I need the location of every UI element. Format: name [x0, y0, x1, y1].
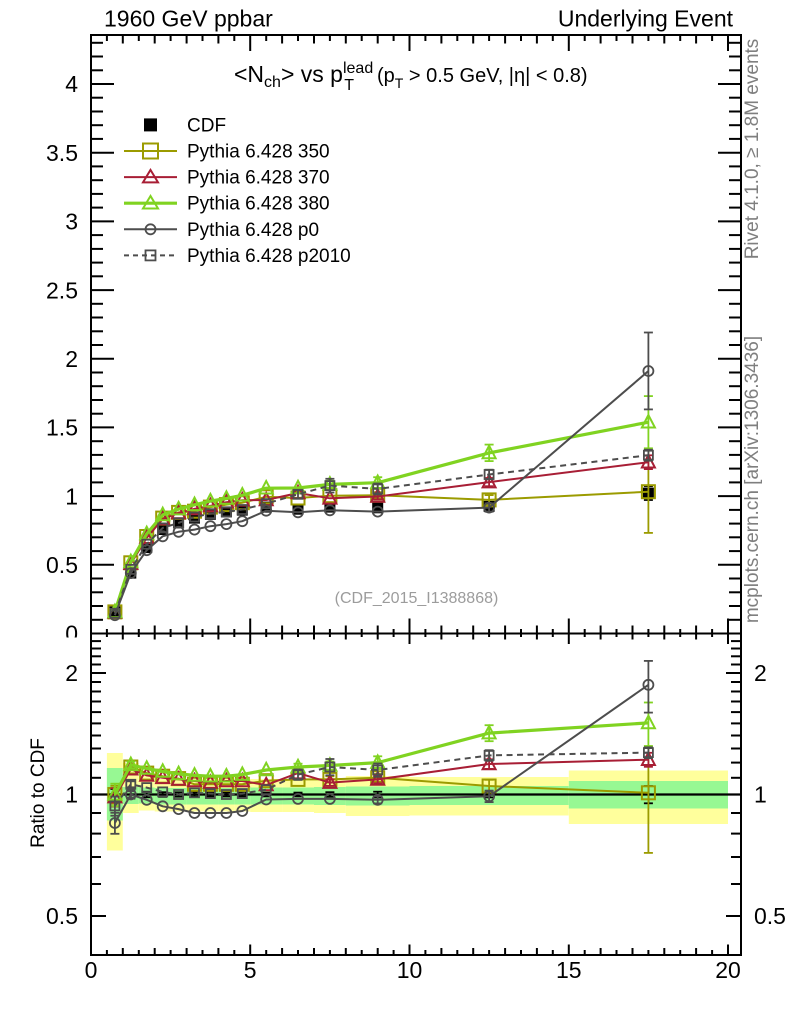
- svg-text:10: 10: [397, 957, 423, 983]
- svg-text:2: 2: [65, 346, 78, 372]
- svg-text:0.5: 0.5: [46, 552, 78, 578]
- svg-text:0.5: 0.5: [754, 903, 786, 929]
- svg-text:2.5: 2.5: [46, 277, 78, 303]
- svg-text:2: 2: [65, 660, 78, 686]
- svg-text:4: 4: [65, 71, 78, 97]
- svg-text:1: 1: [754, 782, 767, 808]
- svg-text:Pythia 6.428 p2010: Pythia 6.428 p2010: [187, 246, 351, 267]
- svg-text:Underlying Event: Underlying Event: [558, 6, 734, 32]
- svg-text:1: 1: [65, 483, 78, 509]
- svg-text:0.5: 0.5: [46, 903, 78, 929]
- svg-text:1.5: 1.5: [46, 415, 78, 441]
- svg-text:Rivet 4.1.0, ≥ 1.8M events: Rivet 4.1.0, ≥ 1.8M events: [742, 39, 763, 260]
- svg-text:Pythia 6.428 380: Pythia 6.428 380: [187, 194, 330, 215]
- svg-text:2: 2: [754, 660, 767, 686]
- svg-text:0: 0: [85, 957, 98, 983]
- svg-text:mcplots.cern.ch [arXiv:1306.34: mcplots.cern.ch [arXiv:1306.3436]: [742, 336, 763, 623]
- svg-text:0: 0: [65, 621, 78, 647]
- svg-text:Pythia 6.428 370: Pythia 6.428 370: [187, 168, 330, 189]
- svg-text:1: 1: [65, 782, 78, 808]
- svg-text:(CDF_2015_I1388868): (CDF_2015_I1388868): [335, 590, 499, 607]
- svg-text:CDF: CDF: [187, 115, 226, 136]
- svg-text:3.5: 3.5: [46, 140, 78, 166]
- svg-text:3: 3: [65, 209, 78, 235]
- svg-text:Pythia 6.428 350: Pythia 6.428 350: [187, 142, 330, 163]
- svg-text:Ratio to CDF: Ratio to CDF: [28, 738, 49, 848]
- svg-text:1960 GeV ppbar: 1960 GeV ppbar: [104, 6, 273, 32]
- svg-text:20: 20: [715, 957, 741, 983]
- svg-text:5: 5: [244, 957, 257, 983]
- svg-text:15: 15: [556, 957, 582, 983]
- svg-text:Pythia 6.428 p0: Pythia 6.428 p0: [187, 220, 319, 241]
